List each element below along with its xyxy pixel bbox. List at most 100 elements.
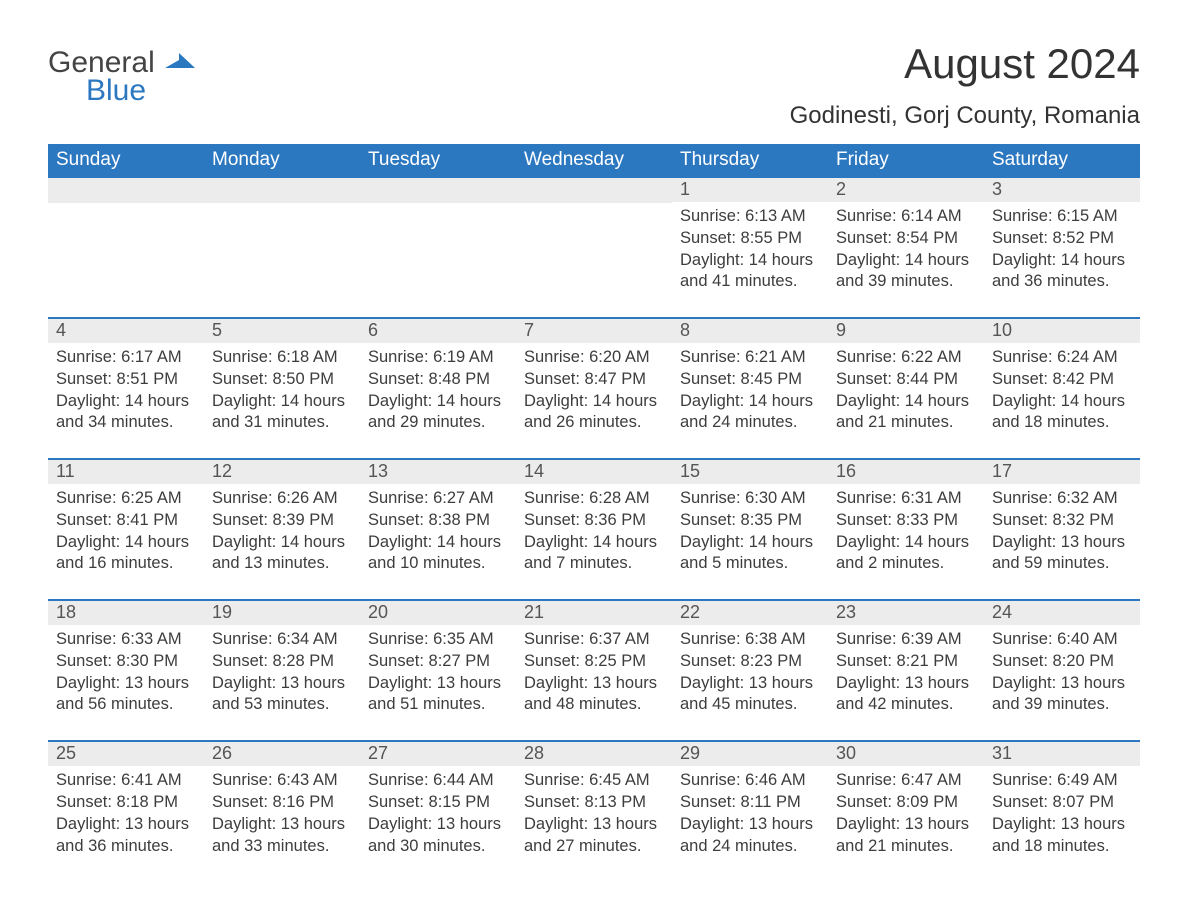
day-body: Sunrise: 6:22 AMSunset: 8:44 PMDaylight:… <box>828 343 984 434</box>
daylight-line: Daylight: 14 hours and 29 minutes. <box>368 391 508 435</box>
sunset-line: Sunset: 8:32 PM <box>992 510 1132 532</box>
daylight-line: Daylight: 14 hours and 34 minutes. <box>56 391 196 435</box>
day-number: 8 <box>672 319 828 343</box>
sunrise-line: Sunrise: 6:37 AM <box>524 629 664 651</box>
sunrise-line: Sunrise: 6:32 AM <box>992 488 1132 510</box>
sunrise-line: Sunrise: 6:24 AM <box>992 347 1132 369</box>
day-number: 22 <box>672 601 828 625</box>
daylight-line: Daylight: 13 hours and 53 minutes. <box>212 673 352 717</box>
daylight-line: Daylight: 14 hours and 39 minutes. <box>836 250 976 294</box>
day-body: Sunrise: 6:18 AMSunset: 8:50 PMDaylight:… <box>204 343 360 434</box>
sunset-line: Sunset: 8:36 PM <box>524 510 664 532</box>
day-body: Sunrise: 6:49 AMSunset: 8:07 PMDaylight:… <box>984 766 1140 857</box>
week-row: 25Sunrise: 6:41 AMSunset: 8:18 PMDayligh… <box>48 740 1140 881</box>
sunrise-line: Sunrise: 6:49 AM <box>992 770 1132 792</box>
brand-logo: General Blue <box>48 40 195 106</box>
day-cell: 20Sunrise: 6:35 AMSunset: 8:27 PMDayligh… <box>360 601 516 740</box>
day-cell: 7Sunrise: 6:20 AMSunset: 8:47 PMDaylight… <box>516 319 672 458</box>
sunrise-line: Sunrise: 6:18 AM <box>212 347 352 369</box>
month-title: August 2024 <box>790 40 1140 88</box>
day-number: 10 <box>984 319 1140 343</box>
sunset-line: Sunset: 8:25 PM <box>524 651 664 673</box>
day-number: 9 <box>828 319 984 343</box>
day-cell: 18Sunrise: 6:33 AMSunset: 8:30 PMDayligh… <box>48 601 204 740</box>
daylight-line: Daylight: 13 hours and 21 minutes. <box>836 814 976 858</box>
sunset-line: Sunset: 8:41 PM <box>56 510 196 532</box>
day-number: 19 <box>204 601 360 625</box>
daylight-line: Daylight: 13 hours and 56 minutes. <box>56 673 196 717</box>
day-number: 13 <box>360 460 516 484</box>
sunrise-line: Sunrise: 6:47 AM <box>836 770 976 792</box>
day-body: Sunrise: 6:34 AMSunset: 8:28 PMDaylight:… <box>204 625 360 716</box>
day-body: Sunrise: 6:47 AMSunset: 8:09 PMDaylight:… <box>828 766 984 857</box>
sunrise-line: Sunrise: 6:46 AM <box>680 770 820 792</box>
sunrise-line: Sunrise: 6:45 AM <box>524 770 664 792</box>
day-cell: 31Sunrise: 6:49 AMSunset: 8:07 PMDayligh… <box>984 742 1140 881</box>
sunrise-line: Sunrise: 6:15 AM <box>992 206 1132 228</box>
day-cell: 19Sunrise: 6:34 AMSunset: 8:28 PMDayligh… <box>204 601 360 740</box>
daylight-line: Daylight: 14 hours and 41 minutes. <box>680 250 820 294</box>
day-cell: 23Sunrise: 6:39 AMSunset: 8:21 PMDayligh… <box>828 601 984 740</box>
sunrise-line: Sunrise: 6:28 AM <box>524 488 664 510</box>
sunset-line: Sunset: 8:51 PM <box>56 369 196 391</box>
day-body: Sunrise: 6:14 AMSunset: 8:54 PMDaylight:… <box>828 202 984 293</box>
day-body: Sunrise: 6:39 AMSunset: 8:21 PMDaylight:… <box>828 625 984 716</box>
sunrise-line: Sunrise: 6:30 AM <box>680 488 820 510</box>
day-cell: 29Sunrise: 6:46 AMSunset: 8:11 PMDayligh… <box>672 742 828 881</box>
day-number: 14 <box>516 460 672 484</box>
sunrise-line: Sunrise: 6:41 AM <box>56 770 196 792</box>
sunset-line: Sunset: 8:42 PM <box>992 369 1132 391</box>
daylight-line: Daylight: 13 hours and 30 minutes. <box>368 814 508 858</box>
daylight-line: Daylight: 13 hours and 18 minutes. <box>992 814 1132 858</box>
title-block: August 2024 Godinesti, Gorj County, Roma… <box>790 40 1140 130</box>
day-cell <box>360 178 516 317</box>
day-number: 17 <box>984 460 1140 484</box>
day-number: 6 <box>360 319 516 343</box>
day-number: 12 <box>204 460 360 484</box>
day-body: Sunrise: 6:43 AMSunset: 8:16 PMDaylight:… <box>204 766 360 857</box>
dow-cell: Saturday <box>984 144 1140 178</box>
day-body: Sunrise: 6:13 AMSunset: 8:55 PMDaylight:… <box>672 202 828 293</box>
sunset-line: Sunset: 8:27 PM <box>368 651 508 673</box>
sunrise-line: Sunrise: 6:17 AM <box>56 347 196 369</box>
header: General Blue August 2024 Godinesti, Gorj… <box>48 40 1140 130</box>
brand-mark-icon <box>165 46 195 79</box>
day-cell: 25Sunrise: 6:41 AMSunset: 8:18 PMDayligh… <box>48 742 204 881</box>
sunrise-line: Sunrise: 6:33 AM <box>56 629 196 651</box>
day-cell: 16Sunrise: 6:31 AMSunset: 8:33 PMDayligh… <box>828 460 984 599</box>
week-row: 1Sunrise: 6:13 AMSunset: 8:55 PMDaylight… <box>48 178 1140 317</box>
day-number: 2 <box>828 178 984 202</box>
day-body: Sunrise: 6:27 AMSunset: 8:38 PMDaylight:… <box>360 484 516 575</box>
sunrise-line: Sunrise: 6:19 AM <box>368 347 508 369</box>
day-body: Sunrise: 6:37 AMSunset: 8:25 PMDaylight:… <box>516 625 672 716</box>
day-body: Sunrise: 6:19 AMSunset: 8:48 PMDaylight:… <box>360 343 516 434</box>
sunrise-line: Sunrise: 6:14 AM <box>836 206 976 228</box>
sunrise-line: Sunrise: 6:38 AM <box>680 629 820 651</box>
dow-cell: Tuesday <box>360 144 516 178</box>
daylight-line: Daylight: 14 hours and 2 minutes. <box>836 532 976 576</box>
week-row: 4Sunrise: 6:17 AMSunset: 8:51 PMDaylight… <box>48 317 1140 458</box>
daylight-line: Daylight: 14 hours and 31 minutes. <box>212 391 352 435</box>
day-cell: 4 Sunrise: 6:17 AMSunset: 8:51 PMDaylight… <box>48 319 204 458</box>
day-body: Sunrise: 6:46 AMSunset: 8:11 PMDaylight:… <box>672 766 828 857</box>
day-cell <box>48 178 204 317</box>
day-cell: 10Sunrise: 6:24 AMSunset: 8:42 PMDayligh… <box>984 319 1140 458</box>
sunset-line: Sunset: 8:21 PM <box>836 651 976 673</box>
day-number: 30 <box>828 742 984 766</box>
day-body: Sunrise: 6:45 AMSunset: 8:13 PMDaylight:… <box>516 766 672 857</box>
day-number: 1 <box>672 178 828 202</box>
sunset-line: Sunset: 8:50 PM <box>212 369 352 391</box>
dow-cell: Wednesday <box>516 144 672 178</box>
day-cell: 6Sunrise: 6:19 AMSunset: 8:48 PMDaylight… <box>360 319 516 458</box>
day-cell: 1Sunrise: 6:13 AMSunset: 8:55 PMDaylight… <box>672 178 828 317</box>
day-body: Sunrise: 6:20 AMSunset: 8:47 PMDaylight:… <box>516 343 672 434</box>
day-number: 16 <box>828 460 984 484</box>
day-cell: 15Sunrise: 6:30 AMSunset: 8:35 PMDayligh… <box>672 460 828 599</box>
dow-cell: Friday <box>828 144 984 178</box>
day-number: 4 <box>48 319 204 343</box>
sunset-line: Sunset: 8:23 PM <box>680 651 820 673</box>
daylight-line: Daylight: 13 hours and 48 minutes. <box>524 673 664 717</box>
day-number: 29 <box>672 742 828 766</box>
sunrise-line: Sunrise: 6:44 AM <box>368 770 508 792</box>
dow-cell: Thursday <box>672 144 828 178</box>
